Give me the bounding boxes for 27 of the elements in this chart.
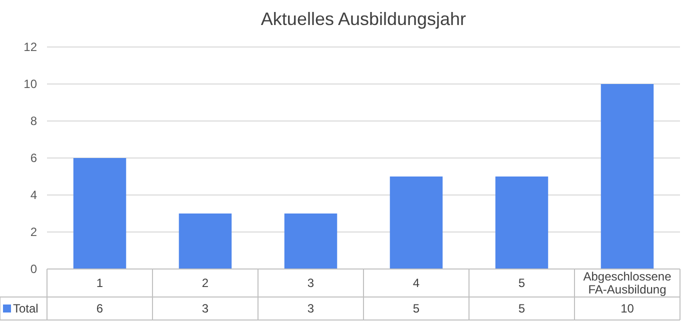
data-label: 3 [307, 302, 314, 316]
x-tick-label: 5 [518, 276, 526, 290]
bar [600, 84, 654, 269]
y-tick-label: 8 [30, 114, 38, 128]
x-tick-label: 1 [96, 276, 104, 290]
x-tick-label: 2 [202, 276, 209, 290]
legend-label: Total [13, 302, 38, 316]
bar [495, 176, 548, 269]
bar [73, 158, 126, 269]
data-label: 10 [620, 302, 634, 316]
x-tick-label: 4 [412, 276, 420, 290]
y-tick-label: 4 [30, 188, 38, 202]
data-label: 5 [518, 302, 526, 316]
y-tick-label: 10 [24, 77, 38, 92]
y-tick-label: 2 [30, 225, 38, 240]
y-tick-label: 0 [30, 262, 38, 276]
bar [284, 214, 338, 269]
data-label: 6 [96, 302, 104, 316]
data-label: 5 [412, 302, 420, 316]
x-tick-label: 3 [307, 276, 314, 290]
y-tick-label: 6 [30, 151, 38, 166]
chart-title: Aktuelles Ausbildungsjahr [260, 9, 466, 29]
bar [178, 214, 232, 269]
bar [390, 176, 443, 269]
x-tick-label: Abgeschlossene FA-Ausbildung [583, 270, 672, 297]
y-tick-label: 12 [24, 40, 38, 54]
data-label: 3 [202, 302, 209, 316]
